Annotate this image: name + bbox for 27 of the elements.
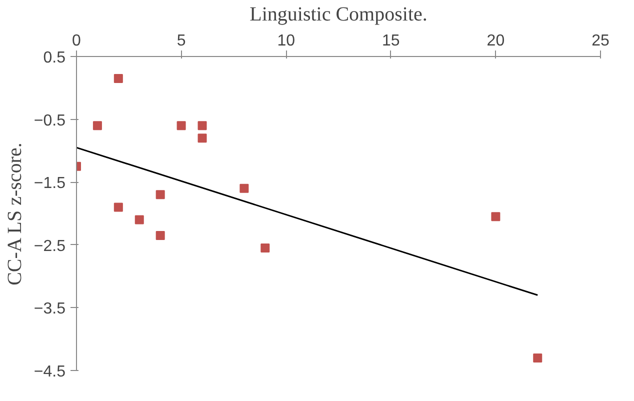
point xyxy=(260,244,270,253)
x-axis-title: Linguistic Composite. xyxy=(250,4,428,26)
y-tick-label: −0.5 xyxy=(34,112,66,130)
point xyxy=(134,215,144,224)
point xyxy=(533,353,542,362)
point xyxy=(156,230,165,240)
y-tick-label: −1.5 xyxy=(34,175,66,192)
point xyxy=(176,121,186,130)
x-tick-label: 10 xyxy=(277,32,296,50)
point xyxy=(92,121,102,130)
y-axis-title: CC-A LS z-score. xyxy=(4,142,26,286)
point xyxy=(198,121,207,130)
y-tick-label: −3.5 xyxy=(34,300,66,318)
point xyxy=(491,212,500,222)
x-tick-label: 20 xyxy=(486,32,505,50)
point xyxy=(156,190,165,200)
x-tick-label: 15 xyxy=(382,32,400,50)
y-tick-label: −4.5 xyxy=(34,364,66,380)
x-tick-label: 25 xyxy=(592,32,610,50)
x-tick-label: 5 xyxy=(176,32,186,50)
y-tick-label: 0.5 xyxy=(43,50,66,66)
point xyxy=(114,202,123,212)
point xyxy=(114,74,123,83)
point xyxy=(240,184,249,193)
point xyxy=(198,134,207,143)
y-tick-label: −2.5 xyxy=(34,238,66,255)
x-tick-label: 0 xyxy=(72,32,82,50)
